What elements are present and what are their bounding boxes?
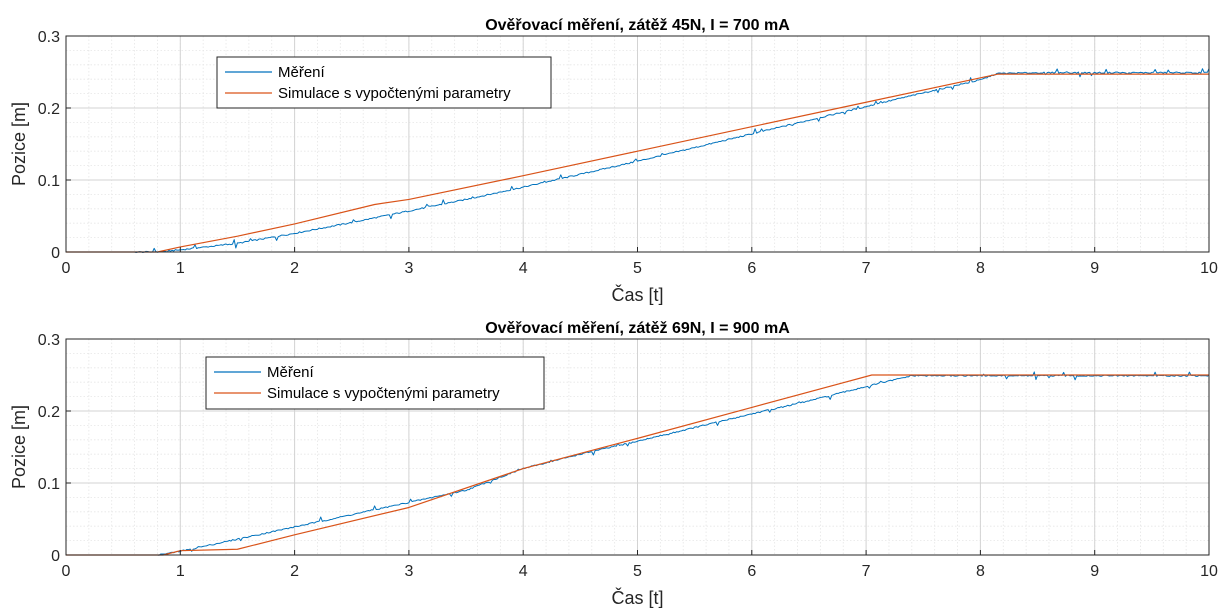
x-tick-label: 5 (633, 563, 642, 580)
x-tick-label: 0 (62, 260, 71, 277)
x-tick-label: 2 (290, 563, 299, 580)
chart-panel-2: 0 1 2 3 4 5 6 7 8 9 10 0 0.1 0.2 0.3 Ověřovací měření, … (9, 320, 1218, 608)
legend: Měření Simulace s vypočtenými parametry (216, 56, 552, 109)
x-tick-label: 1 (176, 260, 185, 277)
y-tick-label: 0 (51, 245, 60, 262)
x-tick-label: 4 (519, 260, 528, 277)
legend-label: Měření (278, 64, 326, 81)
legend: Měření Simulace s vypočtenými parametry (205, 356, 545, 410)
y-axis-label: Pozice [m] (9, 405, 29, 489)
y-tick-label: 0.1 (38, 476, 60, 493)
x-tick-label: 8 (976, 260, 985, 277)
x-tick-label: 9 (1090, 260, 1099, 277)
x-tick-label: 10 (1200, 260, 1218, 277)
x-tick-label: 0 (62, 563, 71, 580)
y-tick-label: 0.3 (38, 332, 60, 349)
chart-title: Ověřovací měření, zátěž 45N, I = 700 mA (485, 17, 790, 34)
legend-label: Simulace s vypočtenými parametry (278, 85, 511, 102)
legend-label: Simulace s vypočtenými parametry (267, 385, 500, 402)
series-line-simulace (66, 73, 1209, 253)
series-line-mereni (66, 68, 1209, 254)
x-tick-label: 4 (519, 563, 528, 580)
x-tick-label: 3 (404, 563, 413, 580)
y-axis-label: Pozice [m] (9, 102, 29, 186)
series-line-mereni (66, 371, 1209, 556)
x-tick-label: 5 (633, 260, 642, 277)
y-tick-label: 0.2 (38, 404, 60, 421)
series-group (66, 371, 1209, 556)
y-tick-label: 0.1 (38, 173, 60, 190)
x-tick-label: 6 (747, 260, 756, 277)
x-tick-label: 9 (1090, 563, 1099, 580)
x-tick-label: 1 (176, 563, 185, 580)
x-tick-label: 8 (976, 563, 985, 580)
chart-title: Ověřovací měření, zátěž 69N, I = 900 mA (485, 320, 790, 337)
x-tick-label: 10 (1200, 563, 1218, 580)
x-tick-label: 7 (862, 563, 871, 580)
x-tick-label: 2 (290, 260, 299, 277)
legend-label: Měření (267, 364, 315, 381)
series-line-simulace (66, 374, 1209, 556)
series-group (66, 68, 1209, 254)
x-tick-label: 3 (404, 260, 413, 277)
y-tick-label: 0.3 (38, 29, 60, 46)
legend-box (216, 56, 552, 109)
y-tick-label: 0.2 (38, 101, 60, 118)
x-axis-label: Čas [t] (611, 284, 663, 305)
x-axis-label: Čas [t] (611, 587, 663, 608)
x-tick-label: 7 (862, 260, 871, 277)
chart-panel-1: 0 1 2 3 4 5 6 7 8 9 10 0 0.1 0.2 0.3 Ověřovací měření, … (9, 17, 1218, 305)
legend-box (205, 356, 545, 410)
x-tick-label: 6 (747, 563, 756, 580)
y-tick-label: 0 (51, 548, 60, 565)
